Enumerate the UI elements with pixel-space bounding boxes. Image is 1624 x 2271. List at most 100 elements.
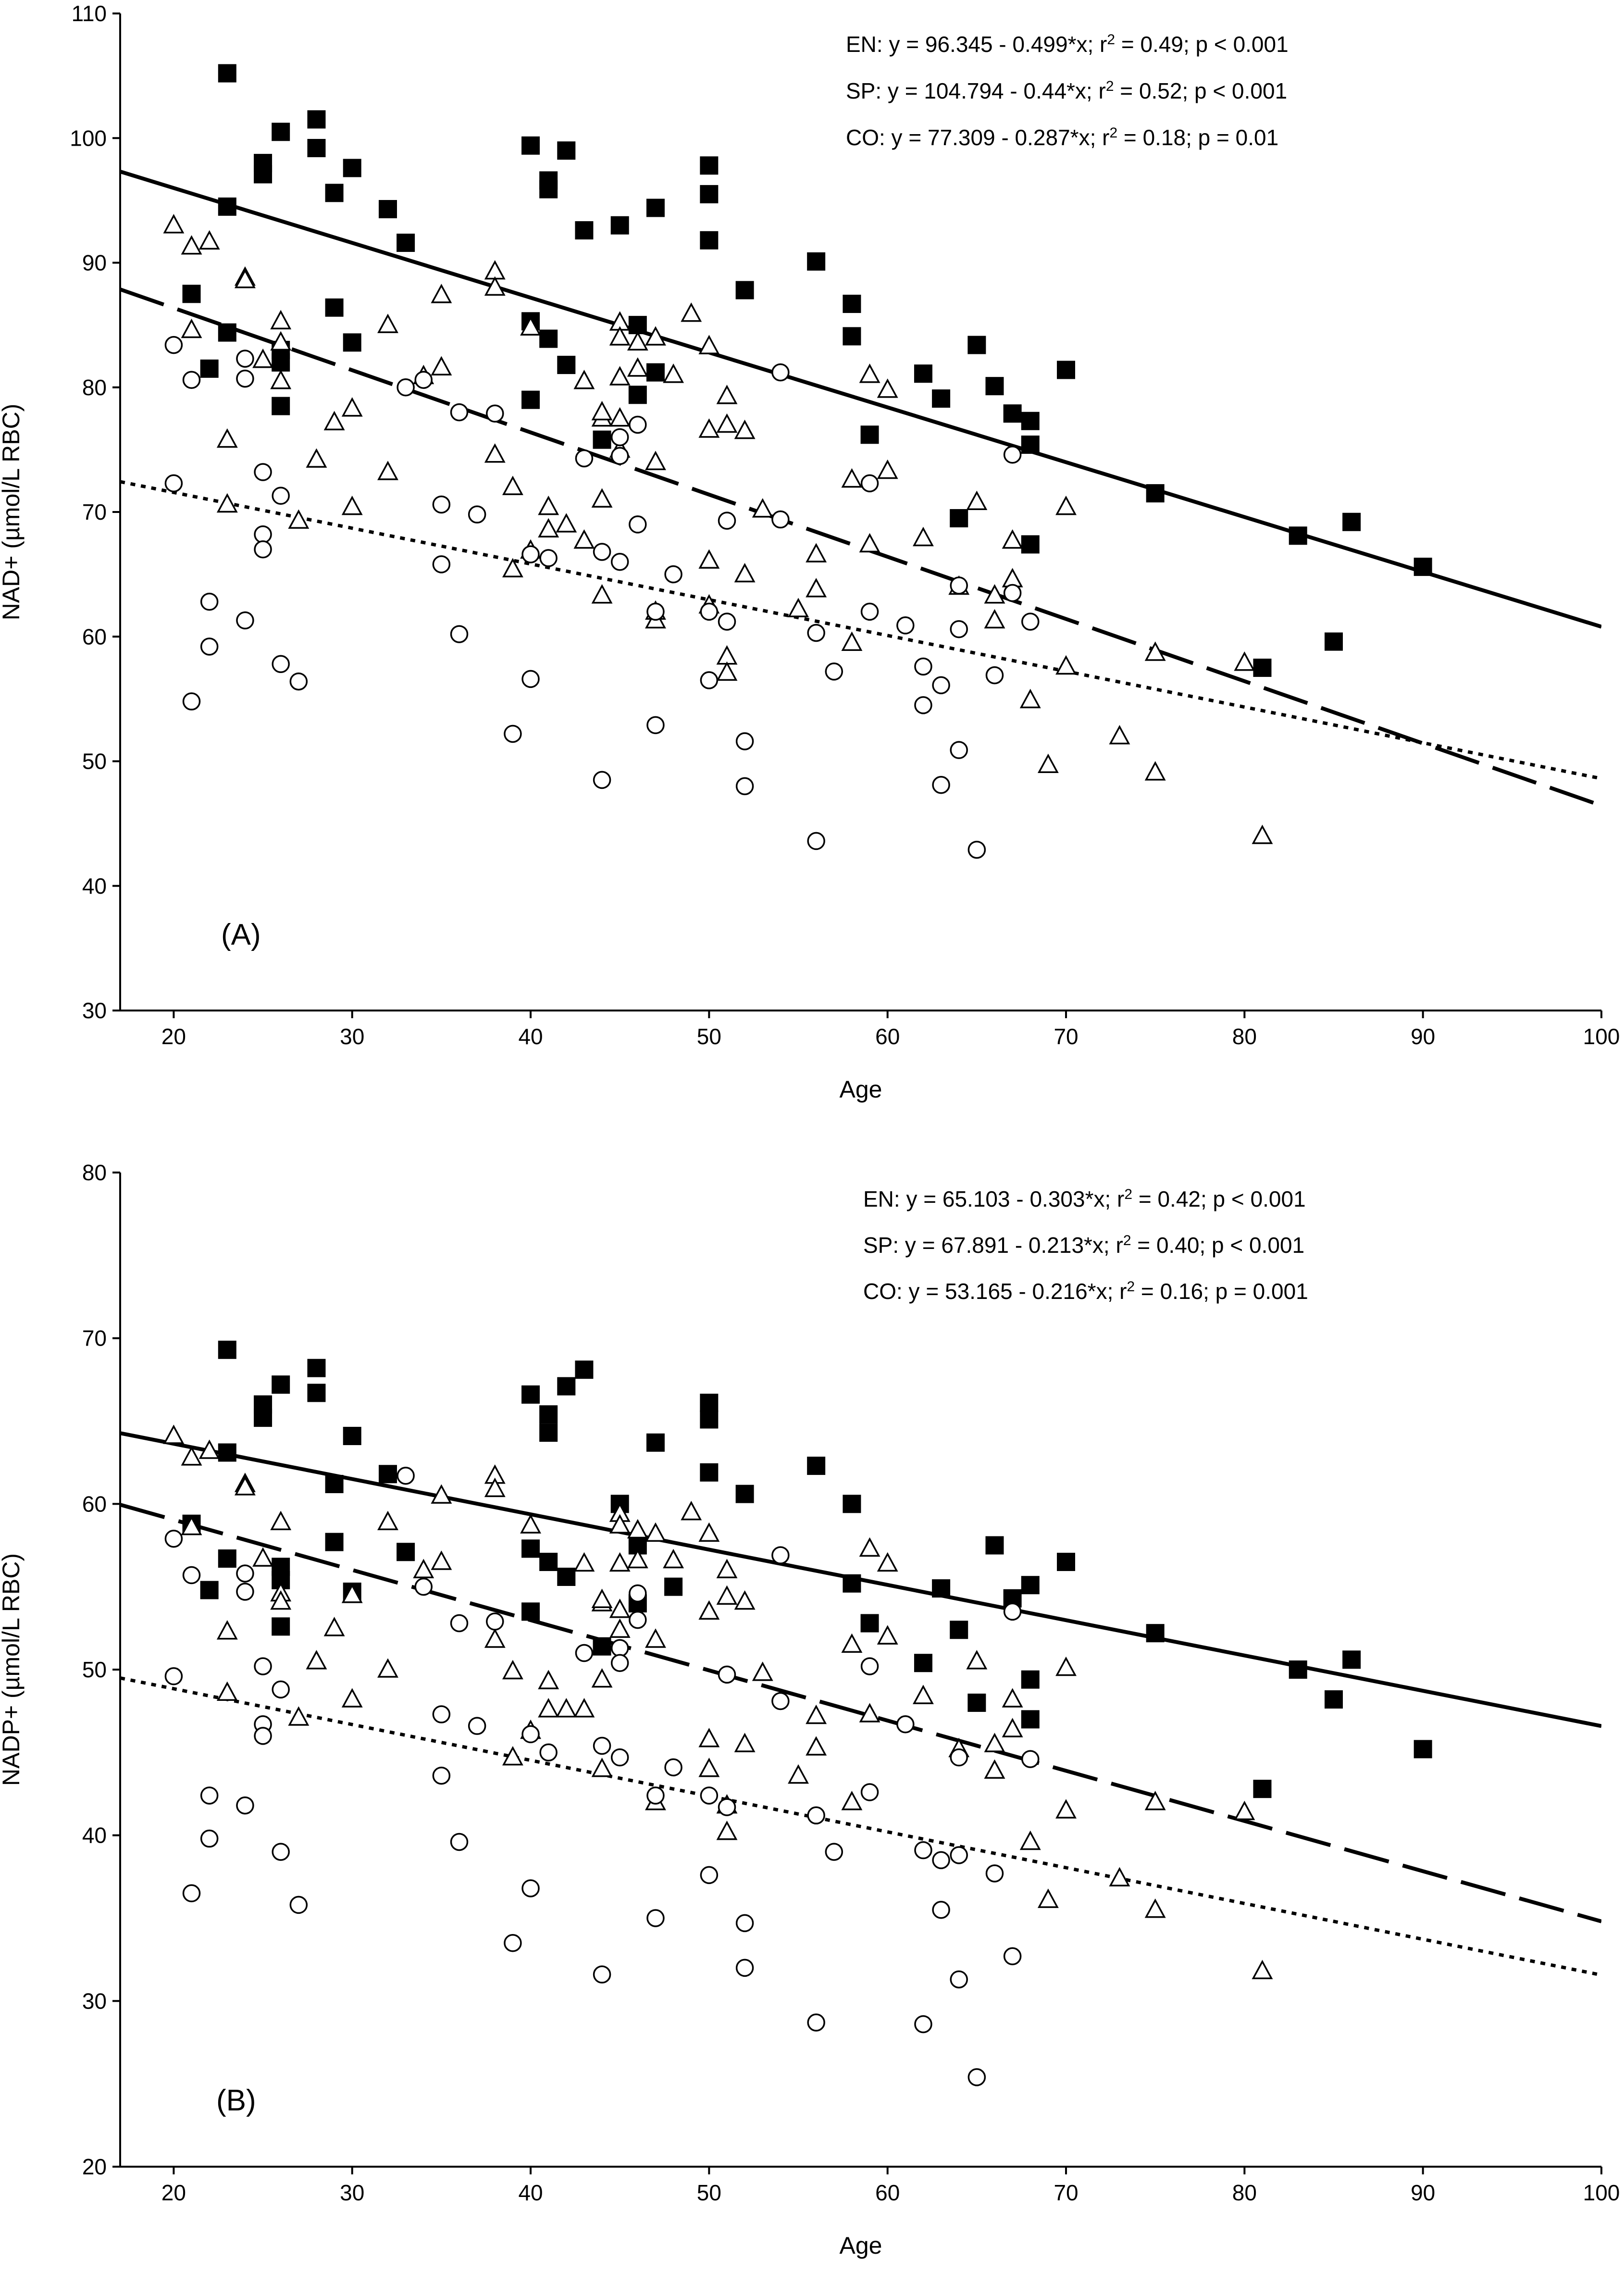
panel-b-triangle-point <box>663 1548 684 1569</box>
panel-b-square-point <box>1021 1670 1040 1689</box>
panel-b-square-point <box>1146 1624 1165 1643</box>
panel-b-circle-point <box>700 1786 719 1805</box>
panel-a-triangle-point <box>698 335 720 354</box>
panel-b-triangle-point <box>181 1515 202 1535</box>
panel-a-circle-point <box>200 592 219 611</box>
panel-b-circle-point <box>236 1796 254 1815</box>
panel-a-triangle-point <box>984 584 1005 604</box>
panel-b: EN: y = 65.103 - 0.303*x; r2 = 0.42; p <… <box>0 1160 1620 2259</box>
panel-a-square-point <box>557 141 576 160</box>
panel-b-triangle-point <box>627 1519 648 1539</box>
panel-b-triangle-point <box>716 1585 738 1605</box>
panel-a-triangle-point <box>788 598 809 617</box>
panel-b-triangle-point <box>734 1590 756 1610</box>
panel-a-circle-point <box>950 741 968 759</box>
panel-a-circle-point <box>593 543 611 561</box>
panel-a-square-point <box>1253 659 1272 677</box>
panel-b-triangle-point <box>698 1728 720 1747</box>
panel-b-triangle-point <box>573 1698 595 1718</box>
panel-a-square-point <box>307 110 326 129</box>
panel-b-square-point <box>932 1579 951 1598</box>
panel-a-eq-co: CO: y = 77.309 - 0.287*x; r2 = 0.18; p =… <box>846 125 1278 150</box>
panel-a-triangle-point <box>323 411 345 431</box>
panel-b-square-point <box>1413 1740 1432 1759</box>
panel-b-circle-point <box>182 1566 201 1585</box>
panel-b-square-point <box>272 1375 290 1394</box>
panel-a-triangle-point <box>252 349 274 368</box>
panel-a-triangle-point <box>591 488 613 508</box>
panel-a-square-point <box>1289 526 1307 545</box>
panel-b-circle-point <box>610 1654 629 1672</box>
panel-b-triangle-point <box>859 1537 880 1557</box>
panel-b-square-point <box>307 1384 326 1402</box>
panel-b-triangle-point <box>806 1736 827 1756</box>
panel-b-square-point <box>967 1693 986 1712</box>
panel-b-triangle-point <box>556 1698 577 1718</box>
panel-b-circle-point <box>914 1841 932 1859</box>
panel-b-square-point <box>1342 1650 1361 1669</box>
panel-a-x-tick-label: 30 <box>340 1024 364 1049</box>
panel-a-xlabel: Age <box>840 1076 882 1103</box>
panel-b-circle-point <box>164 1667 183 1685</box>
panel-b-y-tick-label: 50 <box>82 1657 107 1682</box>
panel-a-square-point <box>700 156 719 175</box>
panel-b-triangle-point <box>716 1559 738 1578</box>
panel-a-circle-point <box>450 625 469 643</box>
panel-a-triangle-point <box>538 495 559 515</box>
panel-a-square-point <box>254 154 273 173</box>
panel-b-circle-point <box>610 1748 629 1767</box>
panel-a-circle-point <box>254 463 272 481</box>
panel-b-triangle-point <box>1234 1800 1255 1821</box>
panel-a-triangle-point <box>484 276 506 296</box>
panel-b-circle-point <box>200 1786 219 1805</box>
panel-a-square-point <box>700 185 719 203</box>
panel-a-y-tick-label: 60 <box>82 624 107 649</box>
panel-b-square-point <box>218 1443 236 1462</box>
panel-a-circle-point <box>521 545 540 563</box>
panel-b-circle-point <box>432 1766 451 1785</box>
panel-b-circle-point <box>860 1657 879 1675</box>
panel-a-triangle-point <box>198 230 220 250</box>
panel-a-triangle-point <box>573 529 595 549</box>
panel-b-triangle-point <box>788 1764 809 1784</box>
panel-a-x-tick-label: 60 <box>875 1024 900 1049</box>
panel-a-circle-point <box>664 565 682 584</box>
panel-a-x-tick-label: 100 <box>1583 1024 1620 1049</box>
panel-a-triangle-point <box>431 284 452 303</box>
panel-a-triangle-point <box>288 509 310 529</box>
panel-b-square-point <box>521 1602 540 1621</box>
panel-a-circle-point <box>593 771 611 789</box>
panel-a-y-tick-label: 80 <box>82 375 107 400</box>
panel-a-markers <box>163 64 1432 859</box>
panel-b-circle-point <box>164 1529 183 1548</box>
panel-b-circle-point <box>771 1546 790 1564</box>
panel-b-circle-point <box>450 1614 469 1633</box>
panel-b-triangle-point <box>1055 1799 1077 1819</box>
panel-a-circle-point <box>236 611 254 630</box>
panel-a-triangle-point <box>573 370 595 389</box>
panel-a-triangle-point <box>716 661 738 681</box>
panel-b-square-point <box>646 1433 665 1452</box>
panel-b-circle-point <box>735 1914 754 1933</box>
panel-b-triangle-point <box>377 1510 398 1530</box>
panel-b-circle-point <box>950 1970 968 1989</box>
panel-b-xlabel: Age <box>840 2232 882 2259</box>
panel-b-x-tick-label: 50 <box>697 2180 721 2205</box>
panel-b-circle-point <box>1003 1602 1022 1621</box>
panel-b-triangle-point <box>1144 1791 1166 1810</box>
panel-a-triangle-point <box>877 459 898 479</box>
panel-b-triangle-point <box>698 1522 720 1542</box>
panel-a-circle-point <box>914 696 932 714</box>
panel-a-square-point <box>343 159 361 177</box>
panel-b-circle-point <box>932 1901 950 1919</box>
panel-b-circle-point <box>718 1665 736 1684</box>
panel-b-square-point <box>575 1360 594 1379</box>
panel-a-circle-point <box>985 666 1004 685</box>
panel-a-circle-point <box>539 549 558 567</box>
panel-a-circle-point <box>432 555 451 574</box>
panel-a-circle-point <box>182 692 201 711</box>
panel-a-y-tick-label: 50 <box>82 749 107 774</box>
panel-a-square-point <box>914 364 932 383</box>
panel-b-triangle-point <box>288 1706 310 1726</box>
